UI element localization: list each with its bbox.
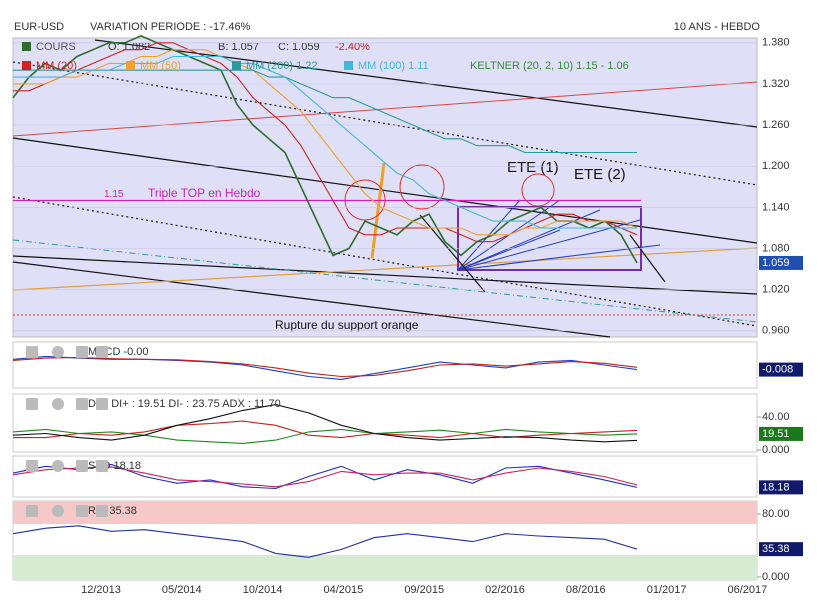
x-tick-label: 12/2013 <box>81 584 121 596</box>
legend-swatch <box>22 61 31 70</box>
keltner-legend: KELTNER (20, 2, 10) 1.15 - 1.06 <box>470 60 629 72</box>
toolbar-icon[interactable] <box>76 505 88 517</box>
overbought-zone <box>13 501 757 524</box>
x-tick-label: 01/2017 <box>647 584 687 596</box>
toolbar-icon[interactable] <box>96 505 108 517</box>
y-tick-label: 1.020 <box>762 284 790 296</box>
value-badge <box>759 480 803 495</box>
annotation: Triple TOP en Hebdo <box>148 186 261 200</box>
indicator-title: DMI DI+ : 19.51 DI- : 23.75 ADX : 11.70 <box>88 398 281 410</box>
value-badge-label: 18.18 <box>762 481 790 493</box>
x-tick-label: 08/2016 <box>566 584 606 596</box>
quote-close: C: 1.059 <box>278 41 320 53</box>
legend-label: MM (20) <box>36 60 77 72</box>
y-tick-label: 0.000 <box>762 444 790 456</box>
toolbar-icon[interactable] <box>52 346 64 358</box>
series-line <box>13 420 638 439</box>
toolbar-icon[interactable] <box>26 398 38 410</box>
x-tick-label: 05/2014 <box>162 584 202 596</box>
level-label: 1.15 <box>104 189 124 200</box>
series-line <box>13 49 638 236</box>
annotation: ETE (1) <box>507 159 559 176</box>
series-line <box>12 525 638 558</box>
toolbar-icon[interactable] <box>52 398 64 410</box>
toolbar-icon[interactable] <box>76 398 88 410</box>
y-tick-label: 80.00 <box>762 508 790 520</box>
series-line <box>12 466 638 488</box>
toolbar-icon[interactable] <box>52 505 64 517</box>
symbol: EUR-USD <box>14 21 64 33</box>
value-badge-label: -0.008 <box>762 364 793 376</box>
toolbar-icon[interactable] <box>96 460 108 472</box>
legend-swatch <box>22 42 31 51</box>
toolbar-icon[interactable] <box>52 460 64 472</box>
macd-panel <box>12 341 758 389</box>
legend-label: MM (100) 1.11 <box>358 60 429 72</box>
quote-change: -2.40% <box>335 41 370 53</box>
legend-swatch <box>344 61 353 70</box>
toolbar-icon[interactable] <box>26 505 38 517</box>
value-badge-label: 1.059 <box>762 257 790 269</box>
legend-swatch <box>126 61 135 70</box>
y-tick-label: 1.140 <box>762 201 790 213</box>
series-line <box>13 55 637 229</box>
y-tick-label: 1.080 <box>762 242 790 254</box>
series-line <box>12 428 638 444</box>
annotation: ETE (2) <box>574 166 626 183</box>
main-panel <box>12 37 758 338</box>
x-tick-label: 09/2015 <box>404 584 444 596</box>
dmi-panel <box>12 393 758 453</box>
toolbar-icon[interactable] <box>26 460 38 472</box>
y-tick-label: 1.380 <box>762 37 790 49</box>
x-tick-label: 04/2015 <box>324 584 364 596</box>
x-tick-label: 10/2014 <box>243 584 283 596</box>
x-tick-label: 06/2017 <box>728 584 768 596</box>
toolbar-icon[interactable] <box>26 346 38 358</box>
indicator-title: STO 18.18 <box>88 460 141 472</box>
x-tick-label: 02/2016 <box>485 584 525 596</box>
y-tick-label: 0.000 <box>762 571 790 583</box>
legend-swatch <box>232 61 241 70</box>
value-badge <box>759 542 803 557</box>
value-badge <box>759 255 803 270</box>
series-line <box>12 404 638 443</box>
series-line <box>12 463 638 490</box>
legend-label: COURS <box>36 41 76 53</box>
y-tick-label: 1.260 <box>762 119 790 131</box>
value-badge-label: 19.51 <box>762 428 790 440</box>
oversold-zone <box>13 555 757 580</box>
toolbar-icon[interactable] <box>96 398 108 410</box>
series-line <box>13 69 637 154</box>
quote-low: B: 1.057 <box>218 41 259 53</box>
indicator-title: RSI 35.38 <box>88 505 137 517</box>
y-tick-label: 0.960 <box>762 325 790 337</box>
series-line <box>12 35 638 264</box>
variation: VARIATION PERIODE : -17.46% <box>90 21 251 33</box>
toolbar-icon[interactable] <box>76 346 88 358</box>
value-badge-label: 35.38 <box>762 543 790 555</box>
toolbar-icon[interactable] <box>96 346 108 358</box>
value-badge <box>759 362 803 377</box>
trend-lines <box>12 39 758 338</box>
y-tick-label: 40.00 <box>762 411 790 423</box>
annotation: Rupture du support orange <box>275 318 419 332</box>
period: 10 ANS - HEBDO <box>674 21 761 33</box>
y-tick-label: 1.200 <box>762 160 790 172</box>
toolbar-icon[interactable] <box>76 460 88 472</box>
legend-label: MM (200) 1.22 <box>246 60 318 72</box>
legend-label: MM (50) <box>140 60 181 72</box>
series-line <box>12 356 638 378</box>
value-badge <box>759 426 803 441</box>
y-tick-label: 1.320 <box>762 78 790 90</box>
